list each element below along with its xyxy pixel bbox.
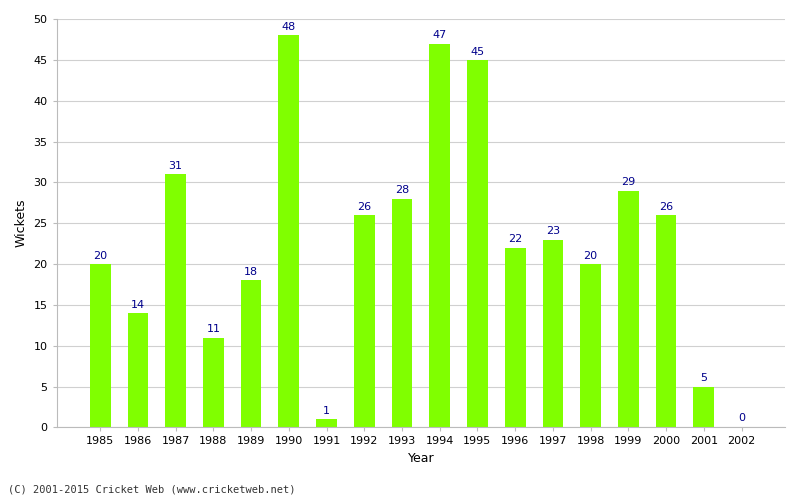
X-axis label: Year: Year: [407, 452, 434, 465]
Text: 20: 20: [93, 251, 107, 261]
Text: 1: 1: [323, 406, 330, 416]
Bar: [505, 248, 526, 428]
Text: 20: 20: [583, 251, 598, 261]
Text: 48: 48: [282, 22, 296, 32]
Text: 47: 47: [433, 30, 447, 40]
Bar: [467, 60, 488, 428]
Text: 28: 28: [395, 186, 409, 196]
Bar: [278, 36, 299, 428]
Bar: [90, 264, 110, 428]
Bar: [656, 215, 677, 428]
Bar: [542, 240, 563, 428]
Bar: [618, 190, 638, 428]
Bar: [166, 174, 186, 428]
Bar: [430, 44, 450, 428]
Text: 23: 23: [546, 226, 560, 236]
Text: 5: 5: [700, 374, 707, 384]
Text: 14: 14: [131, 300, 145, 310]
Bar: [203, 338, 224, 428]
Text: 31: 31: [169, 161, 182, 171]
Text: 11: 11: [206, 324, 220, 334]
Y-axis label: Wickets: Wickets: [15, 199, 28, 248]
Bar: [241, 280, 262, 428]
Bar: [354, 215, 374, 428]
Text: 26: 26: [358, 202, 371, 212]
Bar: [580, 264, 601, 428]
Text: 29: 29: [622, 178, 635, 188]
Text: 22: 22: [508, 234, 522, 244]
Text: 45: 45: [470, 46, 485, 56]
Bar: [316, 419, 337, 428]
Bar: [392, 198, 412, 428]
Text: 0: 0: [738, 412, 745, 422]
Text: 18: 18: [244, 267, 258, 277]
Bar: [694, 386, 714, 428]
Bar: [127, 313, 148, 428]
Text: (C) 2001-2015 Cricket Web (www.cricketweb.net): (C) 2001-2015 Cricket Web (www.cricketwe…: [8, 485, 295, 495]
Text: 26: 26: [659, 202, 673, 212]
